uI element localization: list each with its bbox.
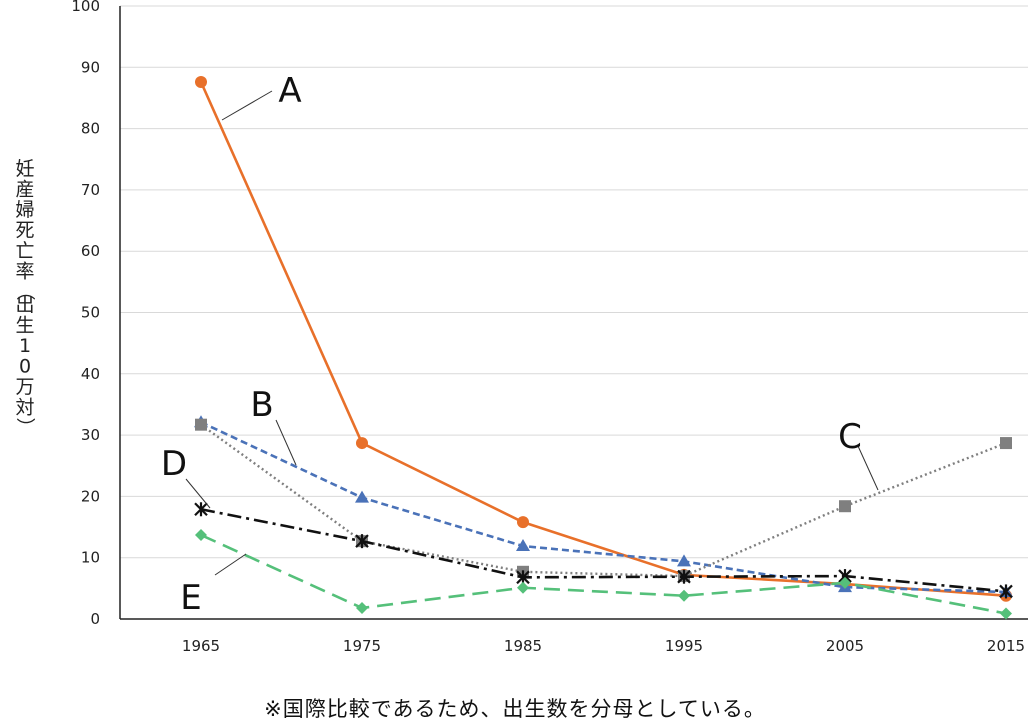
y-axis-title-char: 万 (15, 376, 34, 398)
marker-E (678, 589, 690, 602)
leader-D (185, 478, 211, 509)
marker-B (677, 554, 691, 567)
x-tick-label: 2015 (987, 637, 1025, 655)
series-line-C (200, 423, 1007, 578)
y-axis-title-char: 1 (19, 335, 31, 357)
leader-B (275, 419, 297, 466)
marker-C (195, 418, 207, 431)
marker-E (356, 601, 368, 614)
series-label-C: C (838, 417, 862, 457)
series-label-E: E (180, 578, 201, 618)
y-axis-title-char: 死 (15, 220, 34, 242)
y-tick-label: 90 (81, 58, 100, 76)
leader-A (221, 90, 273, 121)
marker-B (355, 490, 369, 503)
series-lines (194, 76, 1013, 620)
y-tick-label: 80 (81, 120, 100, 138)
x-tick-label: 1995 (665, 637, 703, 655)
series-line-E (200, 533, 1007, 615)
y-axis-title-char: 生 (15, 315, 34, 337)
series-label-B: B (250, 385, 273, 425)
marker-A (356, 437, 368, 450)
series-line-B (200, 421, 1007, 594)
marker-D (355, 534, 369, 549)
y-tick-label: 40 (81, 365, 100, 383)
series-label-leaders (185, 90, 879, 576)
y-axis-title-char: 0 (19, 356, 31, 378)
y-axis-title-char: 妊 (15, 158, 34, 180)
y-tick-label: 100 (71, 0, 100, 15)
marker-A (195, 76, 207, 89)
y-axis-title-char: 亡 (15, 240, 34, 262)
y-tick-label: 20 (81, 487, 100, 505)
x-tick-labels: 1965 1975 1985 1995 2005 2015 (182, 637, 1025, 655)
y-tick-label: 0 (90, 610, 100, 628)
axes (119, 6, 1028, 620)
footnote: ※国際比較であるため、出生数を分母としている。 (264, 697, 766, 721)
y-tick-label: 70 (81, 181, 100, 199)
marker-D (677, 569, 691, 584)
marker-D (194, 502, 208, 517)
y-tick-label: 10 (81, 549, 100, 567)
y-tick-labels: 0 10 20 30 40 50 60 70 80 90 100 (71, 0, 100, 628)
marker-B (516, 539, 530, 552)
x-tick-label: 1985 (504, 637, 542, 655)
y-axis-title-char: 婦 (15, 199, 34, 221)
series-labels: A B C D E (161, 71, 862, 618)
marker-A (517, 516, 529, 529)
marker-E (517, 581, 529, 594)
series-line-A (199, 81, 1007, 598)
x-tick-label: 1975 (343, 637, 381, 655)
grid-lines (120, 5, 1028, 559)
y-axis-title-char: （ (14, 281, 36, 300)
marker-E (1000, 607, 1012, 620)
marker-C (839, 500, 851, 513)
leader-E (214, 553, 247, 576)
series-label-D: D (161, 444, 187, 484)
y-axis-title-char: 産 (15, 179, 34, 201)
y-axis-title-char: 率 (15, 261, 34, 283)
marker-C (1000, 437, 1012, 450)
y-tick-label: 50 (81, 304, 100, 322)
y-tick-label: 60 (81, 242, 100, 260)
y-axis-title-char: 対 (15, 397, 34, 419)
marker-E (195, 529, 207, 542)
y-axis-title-char: ） (14, 417, 36, 436)
x-tick-label: 1965 (182, 637, 220, 655)
y-axis-title-char: 出 (15, 294, 34, 316)
series-line-D (200, 507, 1007, 593)
series-label-A: A (278, 71, 301, 111)
marker-D (999, 584, 1013, 599)
leader-C (857, 445, 879, 491)
x-tick-label: 2005 (826, 637, 864, 655)
marker-E (839, 576, 851, 589)
y-tick-label: 30 (81, 426, 100, 444)
